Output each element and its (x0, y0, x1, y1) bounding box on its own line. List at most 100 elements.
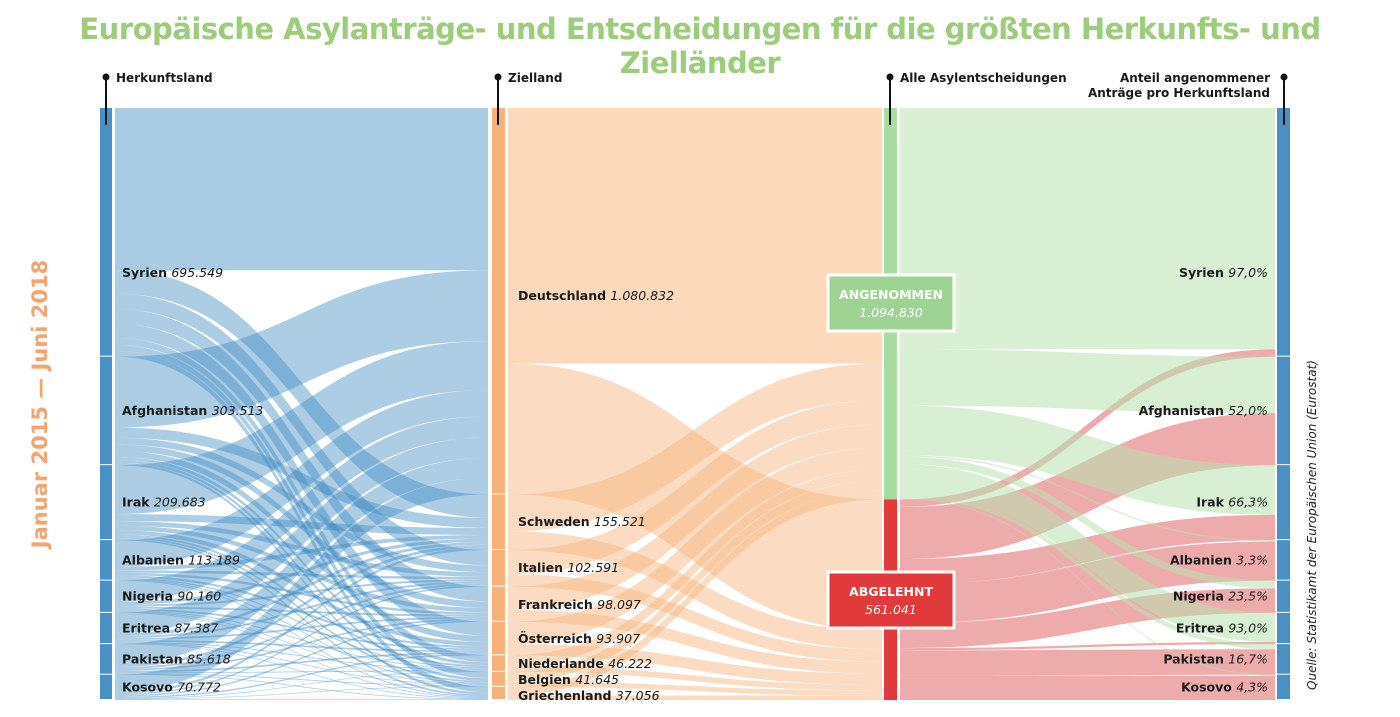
origin-label: Kosovo 70.772 (122, 679, 221, 694)
flow-origin-destination (115, 337, 488, 663)
flow-destination-accepted (508, 490, 882, 696)
label-value: 98.097 (597, 597, 641, 612)
flow-origin-destination (115, 606, 488, 617)
flow-origin-destination (115, 547, 488, 694)
origin-share-label: Nigeria 23,5% (1173, 589, 1268, 604)
flow-destination-rejected (508, 666, 882, 691)
label-value: 97,0% (1228, 265, 1268, 280)
flow-origin-destination (115, 652, 488, 673)
flow-origin-destination (115, 639, 488, 653)
rejected-box-value: 561.041 (865, 602, 917, 617)
flow-origin-destination (115, 653, 488, 699)
flow-origin-destination (115, 642, 488, 686)
header-pin-dot (1280, 73, 1288, 81)
origin-share-node (1277, 644, 1290, 674)
flow-origin-destination (115, 578, 488, 684)
flow-origin-destination (115, 673, 488, 687)
accepted-box-title: ANGENOMMEN (839, 287, 943, 302)
destination-label: Belgien 41.645 (518, 672, 619, 687)
label-value: 93.907 (596, 631, 640, 646)
label-value: 695.549 (171, 265, 223, 280)
flow-destination-accepted (508, 469, 882, 667)
origin-node (100, 612, 112, 644)
label-name: Syrien (122, 265, 171, 280)
origin-node (100, 644, 112, 674)
flow-origin-destination (115, 351, 488, 693)
flow-origin-destination (115, 579, 488, 607)
flow-accepted-origin (900, 405, 1275, 515)
origin-label: Nigeria 90.160 (122, 589, 221, 604)
flow-destination-accepted (508, 480, 882, 682)
accepted-box (826, 273, 956, 333)
flow-origin-destination (115, 610, 488, 670)
destination-label: Deutschland 1.080.832 (518, 288, 674, 303)
flow-origin-destination (115, 699, 488, 700)
flow-destination-accepted (508, 400, 882, 575)
label-value: 87.387 (174, 620, 218, 635)
destination-label: Österreich 93.907 (518, 631, 640, 646)
flow-destination-accepted (508, 424, 882, 610)
flow-accepted-origin (900, 108, 1275, 350)
label-value: 85.618 (187, 651, 231, 666)
origin-share-node (1277, 540, 1290, 580)
flow-origin-destination (115, 538, 488, 605)
flow-origin-destination (115, 674, 488, 700)
flow-origin-destination (115, 444, 488, 608)
origin-node (100, 356, 112, 465)
flow-destination-rejected (508, 643, 882, 685)
flow-origin-destination (115, 309, 488, 602)
period-label: Januar 2015 — Juni 2018 (28, 259, 52, 549)
flow-origin-destination (115, 450, 488, 643)
flow-band (508, 108, 882, 364)
flow-rejected-origin (900, 541, 1275, 624)
flow-accepted-origin (900, 493, 1275, 650)
flow-origin-destination (115, 641, 488, 671)
label-name: Pakistan (122, 651, 187, 666)
flow-destination-rejected (508, 363, 882, 631)
header-destination: Zielland (508, 71, 562, 85)
flow-origin-destination (115, 570, 488, 580)
flow-band (115, 108, 488, 271)
destination-node (492, 621, 505, 655)
label-value: 209.683 (154, 495, 206, 510)
flow-destination-accepted (508, 447, 882, 644)
label-value: 16,7% (1228, 651, 1268, 666)
origin-node (100, 540, 112, 580)
flow-origin-destination (115, 620, 488, 697)
flow-rejected-origin (900, 349, 1275, 507)
flow-origin-destination (115, 437, 488, 573)
flow-destination-accepted (508, 363, 882, 532)
origin-node (100, 674, 112, 699)
label-value: 155.521 (594, 514, 646, 529)
flow-origin-destination (115, 460, 488, 681)
flow-origin-destination (115, 572, 488, 615)
label-value: 102.591 (567, 560, 619, 575)
header-pin-dot (102, 73, 110, 81)
label-value: 3,3% (1236, 552, 1268, 567)
origin-share-label: Kosovo 4,3% (1181, 679, 1268, 694)
flow-origin-destination (115, 270, 488, 518)
header-pin-dot (886, 73, 894, 81)
flow-origin-destination (115, 341, 488, 515)
flow-rejected-origin (900, 649, 1275, 676)
origin-label: Pakistan 85.618 (122, 651, 231, 666)
label-value: 66,3% (1228, 495, 1268, 510)
flow-accepted-origin (900, 456, 1275, 589)
origin-share-node (1277, 580, 1290, 612)
label-name: Griechenland (518, 688, 616, 703)
flow-origin-destination (115, 514, 488, 536)
label-name: Afghanistan (122, 403, 212, 418)
label-name: Italien (518, 560, 567, 575)
flow-origin-destination (115, 390, 488, 567)
label-value: 4,3% (1236, 679, 1268, 694)
origin-share-label: Syrien 97,0% (1179, 265, 1268, 280)
label-name: Schweden (518, 514, 594, 529)
flow-origin-destination (115, 577, 488, 669)
flow-origin-destination (115, 456, 488, 666)
origin-share-label: Irak 66,3% (1196, 495, 1268, 510)
label-value: 70.772 (177, 679, 221, 694)
flow-origin-destination (115, 608, 488, 651)
flow-destination-rejected (508, 574, 882, 662)
accepted-box-value: 1.094.830 (859, 305, 923, 320)
